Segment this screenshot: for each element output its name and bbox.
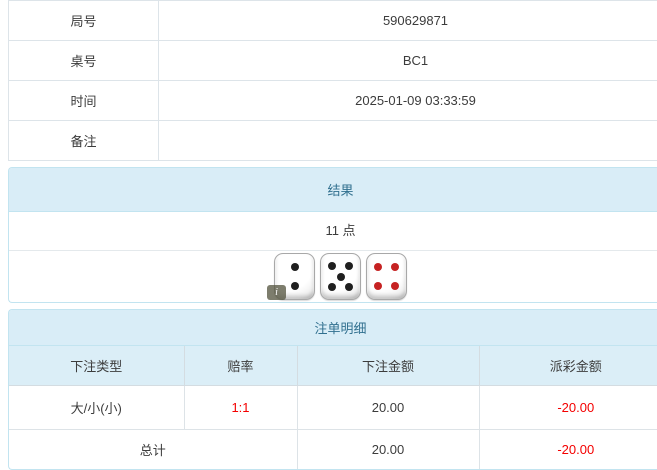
result-points-text: 11 点 <box>9 212 657 251</box>
col-header-bet-amount: 下注金额 <box>297 346 479 386</box>
info-icon[interactable]: i <box>267 285 286 300</box>
die-pip <box>291 263 299 271</box>
round-number-value: 590629871 <box>159 1 657 41</box>
odds-cell: 1:1 <box>184 386 297 430</box>
time-label: 时间 <box>9 81 159 121</box>
die-pip <box>345 283 353 291</box>
bet-amount-cell: 20.00 <box>297 386 479 430</box>
dice-group: i <box>274 253 407 300</box>
bet-type-cell: 大/小(小) <box>9 386 184 430</box>
die-pip <box>374 263 382 271</box>
total-bet-amount-cell: 20.00 <box>297 430 479 470</box>
result-panel: 结果 11 点 i <box>8 167 657 303</box>
col-header-payout: 派彩金额 <box>479 346 657 386</box>
table-number-row: 桌号 BC1 <box>9 41 657 81</box>
page: 局号 590629871 桌号 BC1 时间 2025-01-09 03:33:… <box>8 0 657 470</box>
bet-row: 大/小(小) 1:1 20.00 -20.00 <box>9 386 657 430</box>
time-value: 2025-01-09 03:33:59 <box>159 81 657 121</box>
bets-panel: 注单明细 下注类型 赔率 下注金额 派彩金额 大/小(小) 1:1 20.00 … <box>8 309 657 470</box>
remark-value <box>159 121 657 161</box>
table-number-label: 桌号 <box>9 41 159 81</box>
die-pip <box>328 262 336 270</box>
col-header-odds: 赔率 <box>184 346 297 386</box>
payout-cell: -20.00 <box>479 386 657 430</box>
die-pip <box>328 283 336 291</box>
remark-label: 备注 <box>9 121 159 161</box>
result-panel-title: 结果 <box>9 168 657 212</box>
bets-header-row: 下注类型 赔率 下注金额 派彩金额 <box>9 346 657 386</box>
dice-row: i <box>9 251 657 302</box>
die-pip <box>337 273 345 281</box>
col-header-bet-type: 下注类型 <box>9 346 184 386</box>
die-pip <box>391 282 399 290</box>
total-row: 总计 20.00 -20.00 <box>9 430 657 470</box>
bets-panel-title: 注单明细 <box>9 310 657 346</box>
total-label-cell: 总计 <box>9 430 297 470</box>
remark-row: 备注 <box>9 121 657 161</box>
time-row: 时间 2025-01-09 03:33:59 <box>9 81 657 121</box>
table-number-value: BC1 <box>159 41 657 81</box>
bets-table: 下注类型 赔率 下注金额 派彩金额 大/小(小) 1:1 20.00 -20.0… <box>9 346 657 469</box>
round-number-row: 局号 590629871 <box>9 1 657 41</box>
die-pip <box>291 282 299 290</box>
die-pip <box>391 263 399 271</box>
round-number-label: 局号 <box>9 1 159 41</box>
total-payout-cell: -20.00 <box>479 430 657 470</box>
die-pip <box>374 282 382 290</box>
die-2 <box>320 253 361 300</box>
die-pip <box>345 262 353 270</box>
die-3 <box>366 253 407 300</box>
game-info-table: 局号 590629871 桌号 BC1 时间 2025-01-09 03:33:… <box>8 0 657 161</box>
